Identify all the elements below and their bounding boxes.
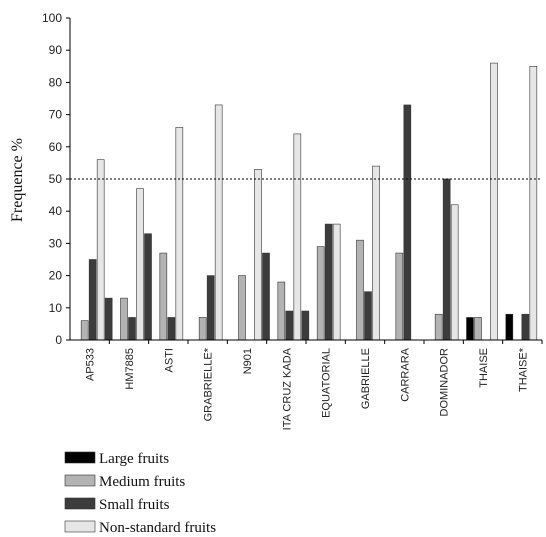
y-tick-label: 90 (49, 43, 63, 57)
legend: Large fruits Medium fruits Small fruits Non… (64, 451, 216, 536)
bar-non-standard-fruits (175, 127, 184, 341)
bar-small-fruits (88, 259, 97, 341)
y-tick-label: 70 (49, 108, 63, 122)
bar-small-fruits (128, 317, 136, 341)
bar-small-fruits (285, 310, 294, 341)
legend-swatch (64, 520, 96, 533)
bar-small-fruits (403, 104, 412, 341)
y-tick-label: 10 (49, 301, 63, 315)
bar-medium-fruits (277, 281, 286, 341)
x-tick-label: DOMINADOR (439, 348, 451, 417)
bar-non-standard-fruits (136, 188, 144, 341)
y-tick-label: 100 (42, 11, 62, 25)
bar-small-fruits (521, 313, 530, 341)
bar-small-fruits (167, 317, 176, 341)
legend-label: Non-standard fruits (99, 520, 216, 536)
bar-medium-fruits (316, 246, 325, 341)
bar-non-standard-fruits (293, 133, 302, 341)
legend-label: Medium fruits (99, 474, 185, 490)
axis-layer: 0 10 20 30 40 50 60 70 80 90 100 AP533 HM7885 ASTI GRA… (42, 11, 543, 430)
y-tick-label: 60 (49, 140, 63, 154)
bar-extra (301, 310, 310, 341)
bar-small-fruits (324, 223, 333, 341)
legend-swatch (64, 474, 96, 487)
bar-non-standard-fruits (529, 66, 538, 341)
bar-medium-fruits (395, 252, 404, 341)
y-tick-label: 30 (49, 236, 63, 250)
bar-non-standard-fruits (450, 204, 459, 341)
y-tick-label: 50 (49, 172, 63, 186)
bar-medium-fruits (120, 297, 128, 341)
legend-swatch (64, 497, 96, 510)
bar-extra (144, 233, 152, 341)
bar-medium-fruits (198, 317, 207, 341)
x-tick-label: ITA CRUZ KADA (281, 347, 293, 430)
bar-medium-fruits (159, 252, 168, 341)
bars-layer (80, 62, 538, 341)
bar-non-standard-fruits (96, 159, 105, 341)
y-tick-label: 40 (49, 204, 63, 218)
bar-non-standard-fruits (490, 62, 498, 341)
bar-small-fruits (206, 275, 215, 341)
y-tick-label: 0 (55, 333, 62, 347)
x-tick-label: N901 (242, 348, 254, 374)
y-tick-label: 80 (49, 75, 63, 89)
x-tick-label: AP533 (85, 348, 97, 381)
x-tick-label: HM7885 (124, 348, 136, 390)
x-tick-label: EQUATORIAL (321, 348, 333, 418)
bar-large-fruits (505, 313, 514, 341)
bar-non-standard-fruits (254, 169, 262, 341)
bar-non-standard-fruits (214, 104, 223, 341)
x-tick-label: THAISE (478, 348, 490, 388)
legend-swatch (64, 451, 96, 464)
bar-large-fruits (466, 317, 474, 341)
y-tick-label: 20 (49, 269, 63, 283)
bar-non-standard-fruits (332, 223, 341, 341)
bar-medium-fruits (356, 239, 364, 341)
bar-medium-fruits (434, 313, 443, 341)
legend-label: Small fruits (99, 497, 170, 513)
x-tick-label: GRABRIELLE* (203, 347, 215, 421)
bar-medium-fruits (80, 320, 89, 341)
bar-small-fruits (442, 178, 451, 341)
x-tick-label: ASTI (163, 348, 175, 372)
bar-extra (104, 297, 113, 341)
bar-non-standard-fruits (372, 165, 380, 341)
bar-extra (262, 252, 270, 341)
x-tick-label: THAISE* (517, 347, 529, 392)
bar-medium-fruits (238, 275, 246, 341)
y-axis-label: Frequence % (9, 138, 26, 222)
x-tick-label: CARRARA (399, 347, 411, 401)
x-tick-label: GABRIELLE (360, 348, 372, 409)
bar-small-fruits (364, 291, 372, 341)
legend-label: Large fruits (99, 451, 169, 467)
bar-medium-fruits (474, 317, 482, 341)
